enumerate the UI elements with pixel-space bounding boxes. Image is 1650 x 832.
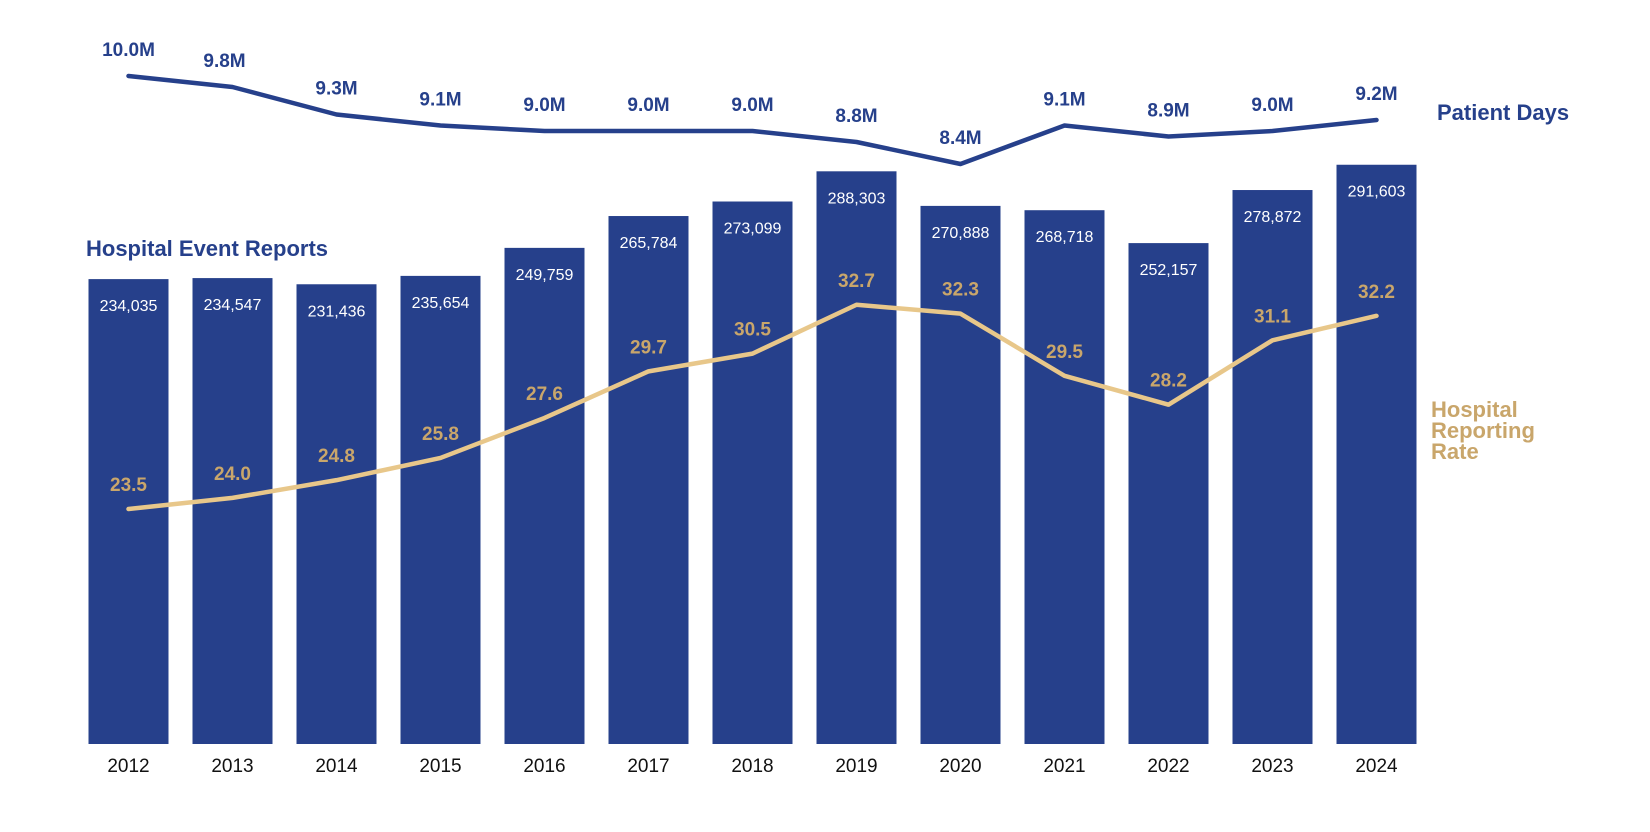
bar-2013 — [192, 278, 273, 744]
x-tick-label-2012: 2012 — [107, 756, 149, 777]
patient-days-label-2022: 8.9M — [1147, 101, 1189, 122]
bar-2015 — [400, 275, 481, 744]
bar-value-label-2024: 291,603 — [1348, 184, 1406, 201]
reporting-rate-label-2019: 32.7 — [838, 271, 875, 292]
bar-value-label-2013: 234,547 — [204, 297, 262, 314]
x-tick-label-2021: 2021 — [1043, 756, 1085, 777]
bar-value-label-2022: 252,157 — [1140, 262, 1198, 279]
x-tick-label-2020: 2020 — [939, 756, 981, 777]
reporting-rate-layer: 23.5 24.0 24.8 25.8 27.6 29.7 30.5 32.7 32.3 29.5… — [110, 271, 1395, 512]
bar-value-label-2020: 270,888 — [932, 225, 990, 242]
bar-2022 — [1128, 243, 1209, 744]
series-title-rate-line-3: Rate — [1431, 439, 1479, 464]
reporting-rate-label-2013: 24.0 — [214, 464, 251, 485]
patient-days-label-2017: 9.0M — [627, 95, 669, 116]
reporting-rate-label-2020: 32.3 — [942, 280, 979, 301]
bars-layer: 234,035 234,547 231,436 235,654 249,759 265,7… — [88, 164, 1417, 745]
series-title-rate-line-1: Hospital — [1431, 397, 1518, 422]
reporting-rate-label-2016: 27.6 — [526, 384, 563, 405]
x-tick-label-2024: 2024 — [1355, 756, 1398, 777]
x-tick-label-2015: 2015 — [419, 756, 461, 777]
bar-value-label-2017: 265,784 — [620, 235, 678, 252]
patient-days-label-2020: 8.4M — [939, 128, 981, 149]
patient-days-label-2014: 9.3M — [315, 79, 357, 100]
reporting-rate-label-2015: 25.8 — [422, 424, 459, 445]
bar-value-label-2014: 231,436 — [308, 303, 366, 320]
reporting-rate-label-2017: 29.7 — [630, 337, 667, 358]
patient-days-label-2016: 9.0M — [523, 95, 565, 116]
patient-days-label-2015: 9.1M — [419, 90, 461, 111]
bar-value-label-2021: 268,718 — [1036, 229, 1094, 246]
patient-days-label-2021: 9.1M — [1043, 90, 1085, 111]
series-title-rate-line-2: Reporting — [1431, 418, 1535, 443]
patient-days-label-2013: 9.8M — [203, 51, 245, 72]
bar-value-label-2016: 249,759 — [516, 267, 574, 284]
bar-2019 — [816, 171, 897, 744]
x-tick-label-2014: 2014 — [315, 756, 358, 777]
bar-2017 — [608, 216, 689, 744]
bar-2014 — [296, 284, 377, 744]
bar-2012 — [88, 279, 169, 744]
reporting-rate-label-2021: 29.5 — [1046, 342, 1083, 363]
x-tick-label-2016: 2016 — [523, 756, 565, 777]
series-title-hospital-event-reports: Hospital Event Reports — [86, 236, 328, 261]
series-title-patient-days: Patient Days — [1437, 100, 1569, 125]
reporting-rate-line — [126, 302, 1379, 512]
x-axis: 2012 2013 2014 2015 2016 2017 2018 2019 2020 2021… — [107, 756, 1398, 777]
bar-2021 — [1024, 210, 1105, 744]
reporting-rate-label-2024: 32.2 — [1358, 282, 1395, 303]
patient-days-label-2024: 9.2M — [1355, 84, 1397, 105]
reporting-rate-label-2018: 30.5 — [734, 320, 771, 341]
x-tick-label-2023: 2023 — [1251, 756, 1293, 777]
reporting-rate-label-2022: 28.2 — [1150, 371, 1187, 392]
bar-value-label-2012: 234,035 — [100, 298, 158, 315]
reporting-rate-label-2023: 31.1 — [1254, 306, 1291, 327]
x-tick-label-2018: 2018 — [731, 756, 773, 777]
bar-2018 — [712, 201, 793, 745]
bar-value-label-2023: 278,872 — [1244, 209, 1302, 226]
reporting-rate-label-2012: 23.5 — [110, 475, 147, 496]
patient-days-label-2018: 9.0M — [731, 95, 773, 116]
bar-2020 — [920, 205, 1001, 744]
x-tick-label-2019: 2019 — [835, 756, 877, 777]
x-tick-label-2013: 2013 — [211, 756, 253, 777]
patient-days-line — [126, 73, 1379, 167]
bar-value-label-2015: 235,654 — [412, 295, 470, 312]
bar-value-label-2019: 288,303 — [828, 190, 886, 207]
series-title-hospital-reporting-rate: Hospital Reporting Rate — [1431, 397, 1535, 464]
patient-days-layer: 10.0M 9.8M 9.3M 9.1M 9.0M 9.0M 9.0M 8.8M 8.4M 9.1… — [102, 40, 1398, 167]
patient-days-label-2019: 8.8M — [835, 106, 877, 127]
bar-value-label-2018: 273,099 — [724, 221, 782, 238]
bar-2023 — [1232, 190, 1313, 745]
x-tick-label-2022: 2022 — [1147, 756, 1189, 777]
patient-days-label-2023: 9.0M — [1251, 95, 1293, 116]
bar-2024 — [1336, 164, 1417, 745]
reporting-rate-label-2014: 24.8 — [318, 446, 355, 467]
bar-2016 — [504, 247, 585, 744]
x-tick-label-2017: 2017 — [627, 756, 669, 777]
patient-days-label-2012: 10.0M — [102, 40, 155, 61]
